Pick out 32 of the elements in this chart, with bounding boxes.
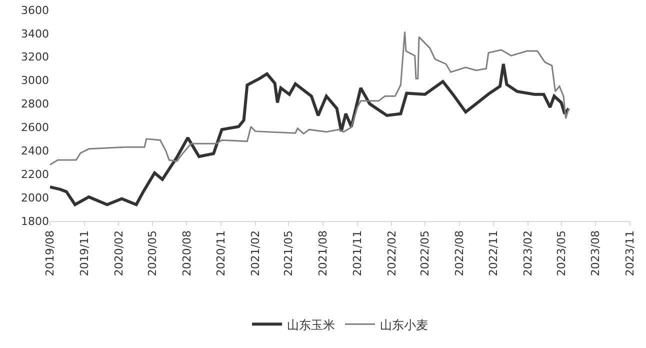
x-tick-label: 2021/02	[248, 230, 262, 276]
y-tick-label: 2800	[21, 98, 49, 111]
x-tick-label: 2021/05	[282, 230, 296, 276]
x-tick-label: 2020/08	[180, 230, 194, 276]
legend-label: 山东小麦	[380, 318, 428, 332]
x-tick-label: 2022/02	[385, 230, 398, 276]
x-tick-label: 2019/08	[44, 230, 57, 276]
y-tick-label: 2000	[21, 191, 49, 204]
x-tick-label: 2022/11	[487, 230, 500, 276]
x-tick-label: 2022/08	[452, 230, 466, 276]
x-tick-label: 2023/11	[624, 230, 637, 276]
y-tick-label: 3200	[21, 50, 49, 64]
x-tick-label: 2020/11	[214, 230, 228, 276]
line-series	[50, 30, 570, 166]
x-tick-label: 2020/02	[112, 230, 126, 276]
line-series	[50, 62, 570, 206]
x-tick-label: 2021/11	[350, 230, 364, 276]
x-tick-label: 2023/05	[554, 230, 568, 276]
x-tick-label: 2020/05	[146, 230, 159, 276]
legend-label: 山东玉米	[287, 318, 335, 332]
x-tick-label: 2019/11	[78, 230, 91, 276]
y-tick-label: 3000	[21, 74, 49, 88]
y-tick-label: 2400	[21, 144, 49, 158]
y-tick-label: 3400	[21, 27, 49, 40]
y-tick-label: 3600	[21, 4, 49, 17]
x-tick-label: 2022/05	[418, 230, 432, 276]
y-tick-label: 2200	[21, 168, 49, 181]
x-tick-label: 2023/08	[589, 230, 602, 276]
x-tick-label: 2021/08	[316, 230, 330, 276]
y-tick-label: 1800	[21, 214, 49, 228]
y-tick-label: 2600	[21, 121, 49, 134]
x-tick-label: 2023/02	[522, 230, 535, 276]
